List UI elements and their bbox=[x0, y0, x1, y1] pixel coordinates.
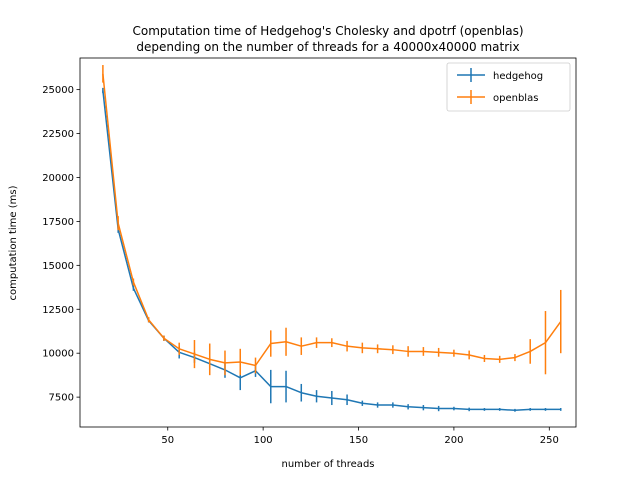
y-tick-label: 12500 bbox=[42, 305, 74, 316]
y-tick-label: 10000 bbox=[42, 349, 74, 360]
y-tick-label: 22500 bbox=[42, 129, 74, 140]
legend-entry-hedgehog: hedgehog bbox=[457, 68, 543, 82]
y-tick-label: 7500 bbox=[49, 393, 74, 404]
y-tick-label: 17500 bbox=[42, 217, 74, 228]
legend-label-hedgehog: hedgehog bbox=[493, 71, 543, 82]
legend-entry-openblas: openblas bbox=[457, 90, 538, 104]
series-openblas bbox=[102, 65, 562, 376]
x-tick-label: 50 bbox=[161, 435, 174, 446]
chart-title-line-1: Computation time of Hedgehog's Cholesky … bbox=[133, 24, 524, 38]
y-tick-label: 25000 bbox=[42, 85, 74, 96]
y-axis: 7500 10000 12500 15000 17500 20000 22500 25000 bbox=[42, 85, 80, 404]
plot-area bbox=[80, 58, 576, 427]
plot-background bbox=[80, 58, 576, 427]
chart-title-line-2: depending on the number of threads for a… bbox=[136, 40, 519, 54]
y-tick-label: 15000 bbox=[42, 261, 74, 272]
x-axis: 50 100 150 200 250 bbox=[161, 427, 559, 446]
x-tick-label: 250 bbox=[540, 435, 559, 446]
legend: hedgehog openblas bbox=[446, 62, 571, 112]
plot-frame bbox=[79, 57, 577, 428]
x-axis-label: number of threads bbox=[281, 459, 374, 470]
y-tick-label: 20000 bbox=[42, 173, 74, 184]
y-axis-label: computation time (ms) bbox=[8, 185, 19, 300]
x-tick-label: 200 bbox=[444, 435, 463, 446]
series-layer bbox=[102, 65, 562, 412]
x-tick-label: 100 bbox=[254, 435, 273, 446]
x-tick-label: 150 bbox=[349, 435, 368, 446]
legend-label-openblas: openblas bbox=[493, 93, 538, 104]
